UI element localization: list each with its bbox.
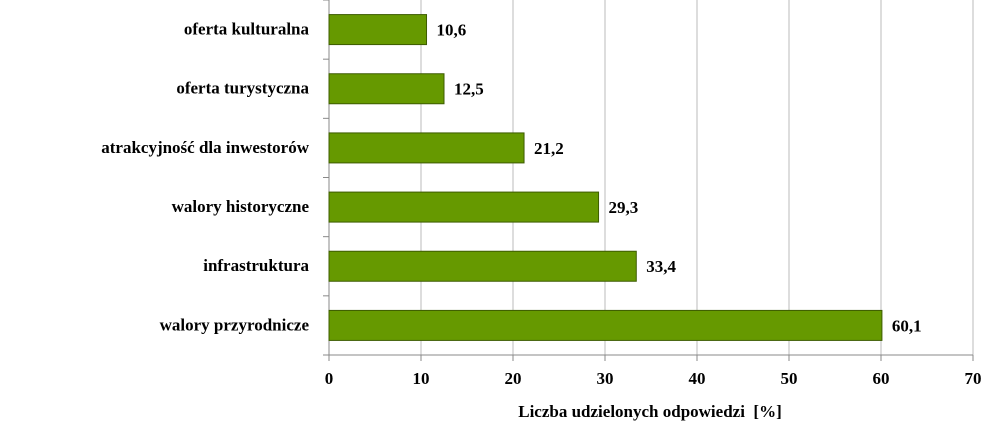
- x-tick-label: 10: [413, 369, 430, 388]
- x-tick-label: 70: [965, 369, 982, 388]
- x-axis-label: Liczba udzielonych odpowiedzi [%]: [518, 402, 782, 421]
- data-label: 33,4: [646, 257, 676, 276]
- bar: [328, 132, 525, 164]
- bar: [328, 309, 883, 341]
- data-label: 10,6: [437, 20, 467, 39]
- y-tick-label: atrakcyjność dla inwestorów: [101, 138, 309, 157]
- x-tick-label: 60: [873, 369, 890, 388]
- y-tick-label: oferta turystyczna: [176, 79, 309, 98]
- bar: [328, 14, 428, 46]
- x-tick-label: 30: [597, 369, 614, 388]
- x-tick-label: 40: [689, 369, 706, 388]
- data-label: 21,2: [534, 139, 564, 158]
- bar: [328, 191, 600, 223]
- y-tick-label: infrastruktura: [203, 256, 309, 275]
- bar: [328, 73, 445, 105]
- data-label: 29,3: [609, 198, 639, 217]
- data-label: 60,1: [892, 316, 922, 335]
- y-tick-label: walory przyrodnicze: [160, 315, 310, 334]
- x-tick-label: 20: [505, 369, 522, 388]
- x-tick-label: 0: [325, 369, 334, 388]
- y-tick-label: oferta kulturalna: [184, 19, 310, 38]
- bar: [328, 250, 637, 282]
- x-tick-label: 50: [781, 369, 798, 388]
- y-tick-label: walory historyczne: [172, 197, 310, 216]
- data-label: 12,5: [454, 80, 484, 99]
